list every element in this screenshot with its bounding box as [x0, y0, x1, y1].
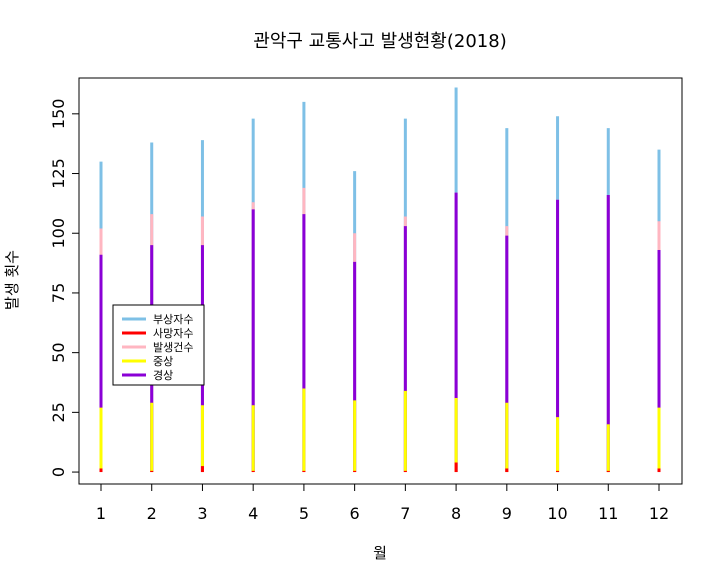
x-tick-label: 3 — [197, 504, 207, 523]
y-tick-label: 100 — [49, 218, 68, 249]
y-tick-label: 75 — [49, 283, 68, 303]
legend-label-2: 발생건수 — [153, 341, 193, 354]
y-axis: 0 25 50 75 100 125 150 — [49, 99, 80, 477]
legend-label-3: 중상 — [153, 355, 173, 368]
legend-label-0: 부상자수 — [153, 313, 193, 326]
legend-label-4: 경상 — [153, 369, 173, 382]
x-tick-label: 8 — [451, 504, 461, 523]
y-tick-label: 125 — [49, 158, 68, 189]
x-axis-title: 월 — [373, 544, 387, 562]
x-tick-label: 4 — [248, 504, 258, 523]
x-tick-label: 10 — [547, 504, 567, 523]
bars — [99, 87, 661, 473]
x-tick-label: 11 — [598, 504, 618, 523]
y-tick-label: 150 — [49, 99, 68, 130]
y-tick-label: 0 — [49, 467, 68, 477]
y-axis-title: 발생 횟수 — [3, 250, 21, 310]
x-tick-label: 12 — [649, 504, 669, 523]
y-tick-label: 25 — [49, 402, 68, 422]
x-tick-label: 5 — [299, 504, 309, 523]
x-tick-label: 6 — [350, 504, 360, 523]
plot-frame — [78, 77, 683, 485]
chart-title: 관악구 교통사고 발생현황(2018) — [253, 31, 506, 52]
x-tick-label: 7 — [400, 504, 410, 523]
x-tick-label: 1 — [96, 504, 106, 523]
legend-label-1: 사망자수 — [153, 327, 193, 340]
x-axis: 1 2 3 4 5 6 7 8 9 10 11 12 — [96, 483, 669, 523]
x-tick-label: 9 — [502, 504, 512, 523]
y-tick-label: 50 — [49, 342, 68, 362]
x-tick-label: 2 — [147, 504, 157, 523]
